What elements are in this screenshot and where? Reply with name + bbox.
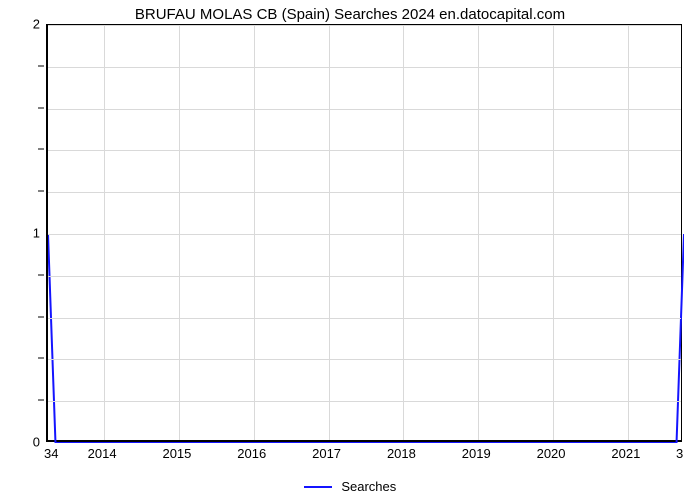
x-gridline bbox=[329, 25, 330, 440]
legend-swatch bbox=[304, 486, 332, 488]
y-gridline-minor bbox=[48, 109, 681, 110]
x-gridline bbox=[478, 25, 479, 440]
chart-title: BRUFAU MOLAS CB (Spain) Searches 2024 en… bbox=[0, 6, 700, 23]
y-minor-tick bbox=[38, 107, 44, 108]
y-gridline-minor bbox=[48, 359, 681, 360]
x-tick-label: 2015 bbox=[162, 446, 191, 461]
y-minor-tick bbox=[38, 400, 44, 401]
x-tick-label: 2014 bbox=[88, 446, 117, 461]
y-tick-label: 1 bbox=[6, 226, 40, 241]
y-minor-tick bbox=[38, 149, 44, 150]
x-gridline bbox=[104, 25, 105, 440]
y-gridline-minor bbox=[48, 192, 681, 193]
y-gridline-minor bbox=[48, 150, 681, 151]
x-tick-label: 2017 bbox=[312, 446, 341, 461]
chart-container: BRUFAU MOLAS CB (Spain) Searches 2024 en… bbox=[0, 0, 700, 500]
x-gridline bbox=[553, 25, 554, 440]
y-tick-label: 2 bbox=[6, 17, 40, 32]
right-endpoint-label: 3 bbox=[676, 446, 683, 461]
x-gridline bbox=[179, 25, 180, 440]
y-minor-tick bbox=[38, 65, 44, 66]
plot-area bbox=[46, 24, 682, 442]
left-endpoint-label: 34 bbox=[44, 446, 58, 461]
y-gridline-minor bbox=[48, 318, 681, 319]
y-tick-label: 0 bbox=[6, 435, 40, 450]
y-gridline-minor bbox=[48, 401, 681, 402]
x-gridline bbox=[254, 25, 255, 440]
x-tick-label: 2016 bbox=[237, 446, 266, 461]
y-minor-tick bbox=[38, 358, 44, 359]
y-minor-tick bbox=[38, 316, 44, 317]
x-tick-label: 2018 bbox=[387, 446, 416, 461]
legend-label: Searches bbox=[341, 479, 396, 494]
y-gridline-major bbox=[48, 234, 681, 235]
y-gridline-minor bbox=[48, 67, 681, 68]
y-gridline-minor bbox=[48, 276, 681, 277]
x-tick-label: 2020 bbox=[537, 446, 566, 461]
x-gridline bbox=[628, 25, 629, 440]
y-minor-tick bbox=[38, 274, 44, 275]
y-minor-tick bbox=[38, 191, 44, 192]
x-tick-label: 2021 bbox=[611, 446, 640, 461]
x-gridline bbox=[403, 25, 404, 440]
legend: Searches bbox=[0, 478, 700, 494]
x-tick-label: 2019 bbox=[462, 446, 491, 461]
y-gridline-major bbox=[48, 25, 681, 26]
